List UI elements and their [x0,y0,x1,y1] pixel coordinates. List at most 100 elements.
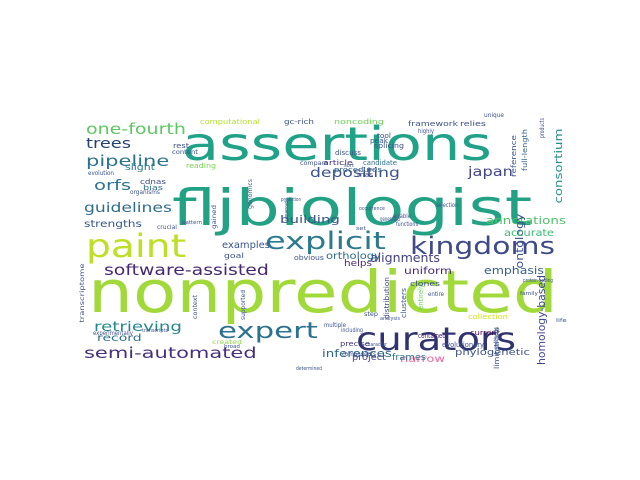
word-entirely: entirely [417,284,425,310]
word-set: set [356,227,367,232]
word-trees: trees [86,135,131,152]
word-fljbiologist: fljbiologist [172,180,532,238]
word-experimentally: experimentally [93,331,133,337]
word-protein-coding: protein-coding [523,278,553,285]
word-helps: helps [344,259,372,269]
word-ontology: ontology [513,214,526,269]
word-tool: tool [377,131,391,140]
word-determined: determined [296,366,322,372]
word-transcriptome: transcriptome [78,263,85,323]
word-procedures: procedures [334,166,382,174]
word-contained: contained [418,332,446,340]
word-one-fourth: one-fourth [86,121,186,139]
word-highly: highly [418,129,435,135]
word-methods: methods [494,327,501,349]
word-alignments: alignments [370,251,440,265]
word-character: character [365,342,387,348]
word-frames: frames [392,352,426,363]
word-compare: compare [300,160,328,167]
word-rnas: rnas [357,170,373,179]
word-consortium: consortium [552,129,565,204]
word-article: article [323,158,353,166]
word-bias: bias [143,184,163,192]
word-organisms: organisms [130,190,160,196]
word-broad: broad [224,344,240,350]
word-content: content [172,148,198,155]
word-examples: examples [222,240,270,251]
word-supported: supported [240,290,247,320]
word-curators: curators [356,321,516,358]
word-selection: selection [436,203,458,210]
word-products: products [540,118,547,138]
word-assertions: assertions [182,117,492,171]
word-including: including [341,328,363,335]
word-life: life [556,318,567,324]
word-uniform: uniform [404,265,452,277]
word-sequenced: sequenced [283,201,290,221]
word-software-assisted: software-assisted [104,262,269,280]
word-pattern: pattern [182,220,202,226]
word-obvious: obvious [294,253,324,262]
word-multiple: multiple [324,323,346,329]
word-collection: collection [468,313,508,321]
word-rest: rest [173,142,189,150]
word-entire: entire [428,292,444,298]
word-strengths: strengths [84,218,142,230]
word-created: created [212,339,242,346]
word-current: current [470,329,500,337]
word-clones: clones [410,279,440,287]
word-orthology: orthology [326,250,382,262]
word-computational: computational [200,118,260,126]
word-full-length: full-length [521,129,529,171]
word-inferences: inferences [322,347,392,360]
word-goal: goal [224,251,244,259]
word-semi-automated: semi-automated [84,345,257,362]
word-orfs: orfs [94,178,131,194]
word-explicit: explicit [265,227,386,255]
word-annotations: annotations [486,214,566,227]
word-transcripts: transcripts [142,328,168,334]
word-precise: precise [340,340,370,348]
word-analysis: analysis [380,316,400,322]
word-nonpredicted: nonpredicted [88,259,558,326]
word-building: building [280,214,340,227]
word-slight: slight [125,163,155,173]
word-splicing: splicing [374,141,404,149]
word-limitations: limitations [492,327,500,369]
word-paint: paint [86,228,186,265]
word-crucial: crucial [157,224,177,231]
word-context: context [192,294,199,319]
word-record: record [97,332,142,344]
word-depositing: depositing [310,165,400,180]
word-reference: reference [510,135,518,177]
word-accurate: accurate [504,227,554,239]
word-phylogenetic: phylogenetic [455,347,530,357]
word-step: step [364,311,378,318]
word-retrieving: retrieving [94,319,182,335]
word-family: family [520,291,539,297]
word-enable: enable [393,214,411,220]
word-project: project [352,352,386,363]
word-homology-based: homology-based [535,275,548,365]
word-candidate: candidate [363,159,397,167]
word-sort: sort [344,163,354,169]
word-kingdoms: kingdoms [410,233,555,261]
word-narrow: narrow [400,353,445,365]
word-guidelines: guidelines [84,200,172,215]
word-genomics: genomics [247,179,254,209]
word-occurrence: occurrence [359,206,385,212]
word-clusters: clusters [399,288,408,318]
word-prediction: prediction [281,197,301,204]
word-evolutionary: evolutionary [442,341,484,349]
word-framework: framework [408,119,458,128]
word-reading: reading [186,161,216,169]
word-generated: generated [380,216,400,223]
word-japan: japan [467,165,513,180]
word-cdnas: cdnas [140,178,166,186]
word-functions: functions [396,222,418,229]
word-evolution: evolution [88,171,114,177]
word-emphasis: emphasis [484,264,544,277]
word-gc-rich: gc-rich [284,118,314,126]
word-expert: expert [218,318,318,343]
